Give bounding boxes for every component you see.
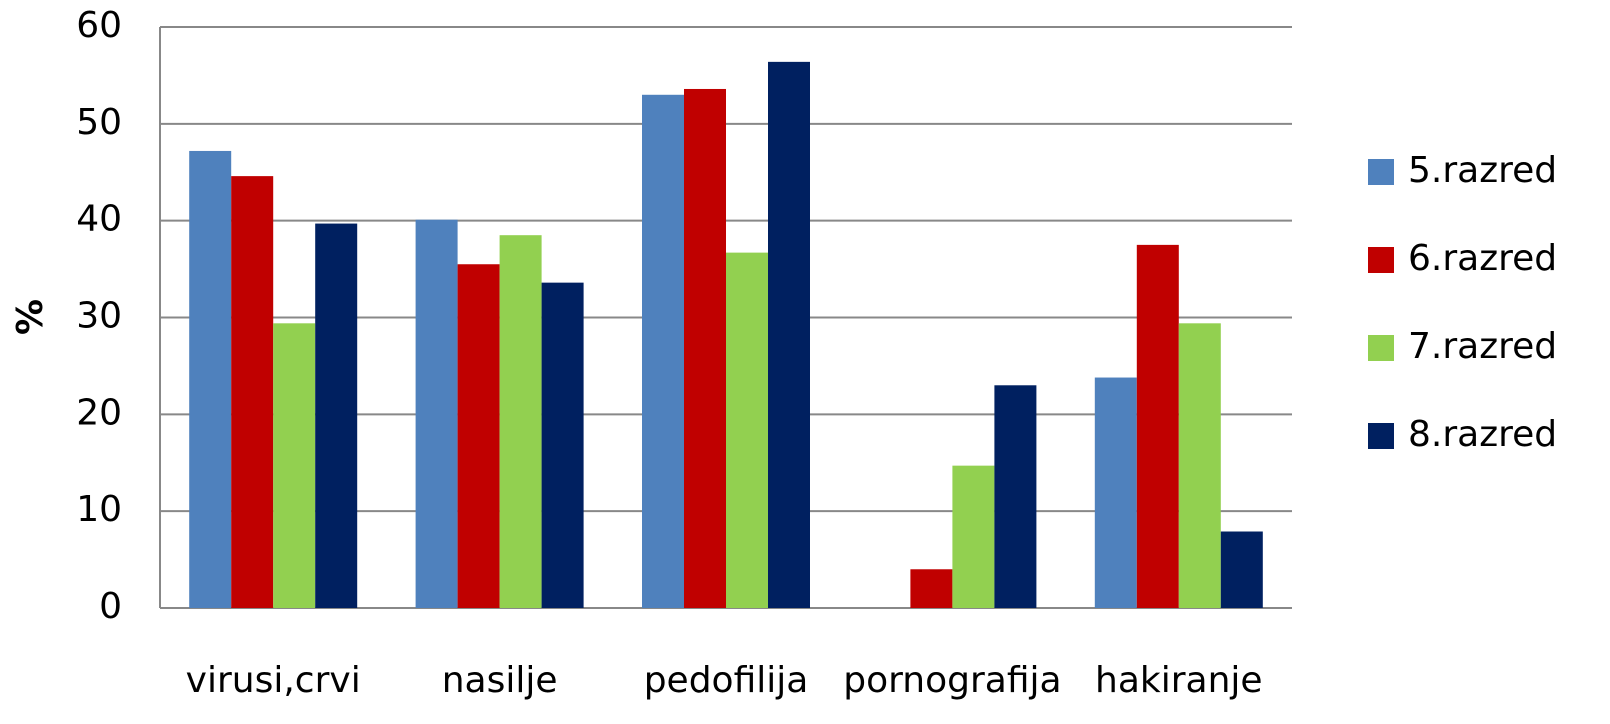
legend-label: 7.razred: [1408, 326, 1557, 367]
x-tick-label: pedofilija: [644, 660, 809, 701]
x-tick-label: hakiranje: [1095, 660, 1263, 701]
y-tick-label: 10: [76, 489, 122, 530]
y-tick-label: 0: [99, 586, 122, 627]
bar: [1136, 244, 1179, 608]
bar: [642, 94, 684, 609]
x-tick-label: pornografija: [843, 660, 1061, 701]
bar: [415, 219, 458, 608]
x-tick-label: nasilje: [442, 660, 558, 701]
bar: [726, 252, 768, 608]
legend-swatch: [1368, 247, 1394, 273]
bar: [499, 235, 542, 609]
legend-swatch: [1368, 423, 1394, 449]
bar: [1178, 323, 1221, 608]
legend-label: 8.razred: [1408, 414, 1557, 455]
bar: [684, 88, 726, 609]
y-tick-label: 60: [76, 5, 122, 46]
y-tick-label: 40: [76, 199, 122, 240]
bar: [541, 282, 584, 608]
bar: [231, 176, 274, 608]
legend-swatch: [1368, 335, 1394, 361]
bar: [1094, 377, 1137, 608]
legend-swatch: [1368, 159, 1394, 185]
legend-label: 6.razred: [1408, 238, 1557, 279]
y-axis-label: %: [10, 299, 51, 335]
bar: [273, 323, 316, 608]
x-tick-label: virusi,crvi: [186, 660, 361, 701]
bar: [994, 385, 1037, 608]
bar: [315, 223, 358, 609]
bar: [457, 264, 500, 608]
bar: [768, 61, 810, 609]
bar: [1220, 531, 1263, 608]
y-tick-label: 20: [76, 392, 122, 433]
bar: [910, 569, 953, 608]
y-tick-label: 30: [76, 296, 122, 337]
y-tick-label: 50: [76, 102, 122, 143]
legend-label: 5.razred: [1408, 150, 1557, 191]
bar: [952, 465, 995, 608]
bar: [189, 150, 232, 609]
